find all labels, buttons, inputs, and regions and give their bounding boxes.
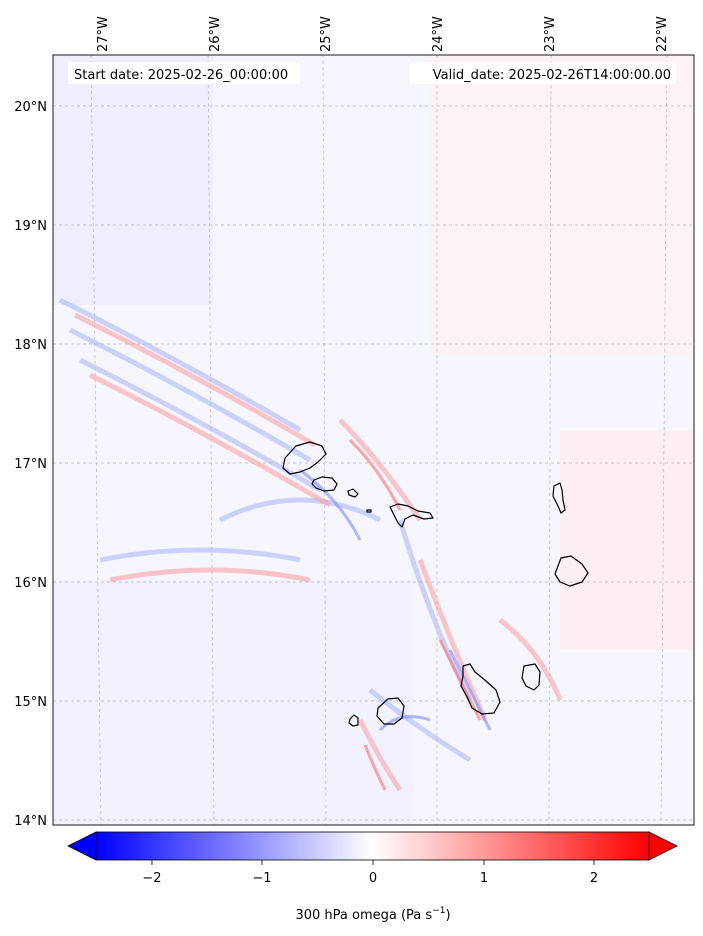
lat-label: 15°N (14, 695, 47, 710)
graticule (53, 54, 694, 826)
lat-label: 20°N (14, 100, 47, 115)
island-outline (366, 509, 372, 513)
lat-label: 14°N (14, 814, 47, 829)
island-outline (347, 488, 359, 498)
island-outline (348, 714, 359, 727)
colorbar: −2 −1 0 1 2 300 hPa omega (Pa s−1) (67, 831, 678, 923)
lon-label: 24°W (431, 16, 446, 52)
island-outline (282, 441, 327, 475)
lat-label: 16°N (14, 576, 47, 591)
colorbar-title-main: 300 hPa omega (Pa s (295, 908, 432, 923)
island-outline (376, 697, 405, 725)
island-outline (460, 663, 501, 715)
lon-label: 23°W (543, 16, 558, 52)
colorbar-tick-label: 1 (480, 871, 488, 886)
colorbar-low-extend (67, 831, 97, 861)
map-panel: Start date: 2025-02-26_00:00:00 Valid_da… (52, 54, 695, 826)
lon-label: 26°W (208, 16, 223, 52)
valid-date-box (410, 62, 676, 84)
start-date-box (68, 62, 300, 84)
lat-label: 17°N (14, 457, 47, 472)
longitude-labels: 27°W 26°W 25°W 24°W 23°W 22°W (96, 16, 670, 52)
island-outline (554, 555, 589, 587)
lat-label: 19°N (14, 219, 47, 234)
island-outline (311, 476, 338, 492)
start-date-label: Start date: 2025-02-26_00:00:00 (74, 68, 288, 83)
lat-label: 18°N (14, 338, 47, 353)
colorbar-tick-label: 0 (369, 871, 377, 886)
lon-label: 22°W (655, 16, 670, 52)
island-outline (552, 482, 566, 514)
island-outline (521, 663, 541, 691)
colorbar-tick-label: −2 (142, 871, 161, 886)
omega-field (53, 55, 694, 825)
island-outline (389, 503, 434, 528)
lon-label: 25°W (319, 16, 334, 52)
coastlines (282, 441, 589, 727)
colorbar-title: 300 hPa omega (Pa s−1) (295, 906, 450, 923)
latitude-labels: 20°N 19°N 18°N 17°N 16°N 15°N 14°N (14, 100, 47, 829)
colorbar-title-end: ) (445, 908, 450, 923)
map-frame (52, 54, 695, 826)
colorbar-gradient (95, 831, 650, 861)
colorbar-title-unit-exponent: −1 (432, 906, 445, 916)
colorbar-tick-label: 2 (590, 871, 598, 886)
colorbar-tick-label: −1 (252, 871, 271, 886)
valid-date-label: Valid_date: 2025-02-26T14:00:00.00 (433, 68, 671, 83)
lon-label: 27°W (96, 16, 111, 52)
colorbar-high-extend (648, 831, 678, 861)
